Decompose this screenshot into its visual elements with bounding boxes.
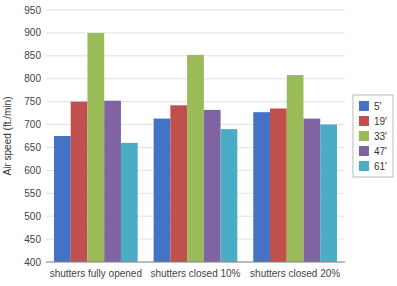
legend-swatch xyxy=(359,146,369,156)
x-tick-label: shutters closed 10% xyxy=(150,268,240,279)
bars xyxy=(54,33,337,262)
legend-swatch xyxy=(359,116,369,126)
y-tick-label: 900 xyxy=(24,27,41,38)
y-tick-label: 600 xyxy=(24,165,41,176)
bar xyxy=(204,110,221,262)
legend-label: 5' xyxy=(374,101,382,112)
y-tick-label: 450 xyxy=(24,234,41,245)
y-tick-label: 650 xyxy=(24,142,41,153)
bar xyxy=(54,136,71,262)
y-tick-label: 700 xyxy=(24,119,41,130)
legend-swatch xyxy=(359,161,369,171)
legend-label: 33' xyxy=(374,131,387,142)
bar xyxy=(104,101,121,262)
bar xyxy=(170,105,187,262)
x-tick-label: shutters closed 20% xyxy=(250,268,340,279)
bar xyxy=(221,129,238,262)
x-axis: shutters fully opened shutters closed 10%… xyxy=(46,262,345,279)
y-tick-label: 550 xyxy=(24,188,41,199)
legend: 5' 19' 33' 47' 61' xyxy=(353,95,393,177)
bar xyxy=(270,109,287,262)
bar xyxy=(121,143,138,262)
bar xyxy=(187,55,204,262)
x-tick-label: shutters fully opened xyxy=(50,268,142,279)
y-tick-label: 500 xyxy=(24,211,41,222)
y-tick-label: 800 xyxy=(24,73,41,84)
bar xyxy=(253,112,270,262)
legend-frame xyxy=(353,95,393,177)
chart-container: 5' 19' 33' 47' 61' 400 450 500 550 600 650 700 750 80… xyxy=(0,0,397,286)
legend-swatch xyxy=(359,131,369,141)
legend-swatch xyxy=(359,101,369,111)
legend-label: 19' xyxy=(374,116,387,127)
y-tick-label: 950 xyxy=(24,5,41,16)
bar xyxy=(154,119,171,262)
legend-label: 47' xyxy=(374,146,387,157)
legend-label: 61' xyxy=(374,161,387,172)
chart: 5' 19' 33' 47' 61' 400 450 500 550 600 650 700 750 80… xyxy=(0,0,397,286)
y-axis-label: Air speed (ft./min) xyxy=(2,97,13,176)
grid-line xyxy=(46,10,345,11)
y-tick-label: 850 xyxy=(24,50,41,61)
x-axis-line xyxy=(46,262,345,263)
y-tick-label: 750 xyxy=(24,96,41,107)
grid-line xyxy=(46,262,345,263)
y-tick-label: 400 xyxy=(24,257,41,268)
bar xyxy=(71,102,88,262)
bar xyxy=(87,33,104,262)
bar xyxy=(303,119,320,262)
bar xyxy=(320,125,337,262)
bar xyxy=(287,75,304,262)
